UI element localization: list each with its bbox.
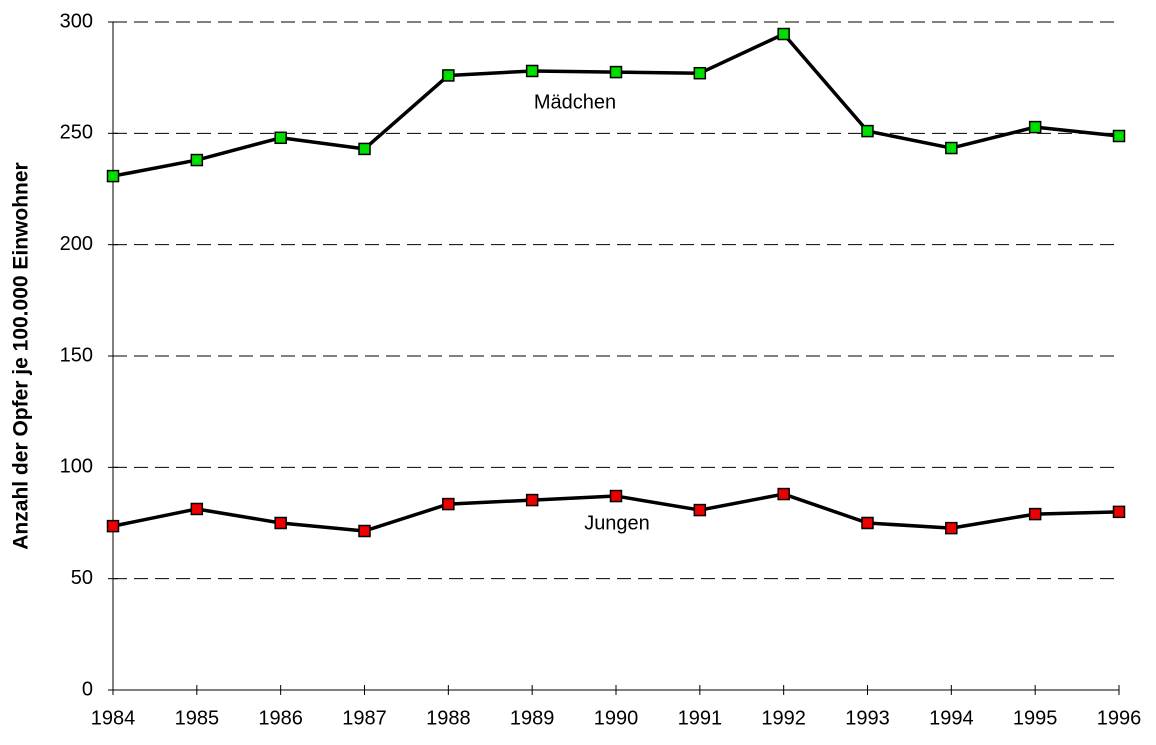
- data-point: [861, 124, 874, 138]
- data-point: [1028, 507, 1042, 521]
- x-tick-label: 1990: [594, 707, 639, 729]
- data-point: [525, 493, 539, 507]
- data-point: [777, 487, 790, 501]
- data-point: [609, 489, 623, 503]
- y-tick-label: 300: [60, 10, 93, 32]
- x-tick-label: 1992: [761, 707, 806, 729]
- x-tick-label: 1986: [258, 707, 303, 729]
- data-point: [442, 69, 455, 82]
- data-point: [190, 502, 204, 516]
- series-label: Jungen: [584, 512, 650, 534]
- data-point: [274, 516, 287, 530]
- y-tick-label: 50: [71, 567, 93, 589]
- x-tick-label: 1995: [1013, 707, 1058, 729]
- data-point: [693, 66, 707, 80]
- data-point: [609, 65, 623, 79]
- x-tick-label: 1994: [929, 707, 974, 729]
- series-label: Mädchen: [534, 91, 616, 113]
- data-point: [106, 519, 120, 533]
- y-tick-label: 0: [82, 678, 93, 700]
- data-point: [190, 153, 204, 167]
- y-tick-label: 100: [60, 456, 93, 478]
- y-tick-label: 250: [60, 122, 93, 144]
- data-point: [861, 516, 874, 530]
- y-axis-title: Anzahl der Opfer je 100.000 Einwohner: [10, 162, 33, 549]
- data-point: [274, 131, 287, 145]
- data-point: [945, 141, 958, 155]
- data-point: [358, 142, 371, 156]
- x-tick-label: 1988: [426, 707, 471, 729]
- data-point: [945, 521, 958, 535]
- data-point: [358, 524, 371, 538]
- x-tick-label: 1984: [91, 707, 136, 729]
- x-tick-label: 1996: [1097, 707, 1142, 729]
- data-point: [693, 503, 707, 517]
- y-tick-label: 200: [60, 233, 93, 255]
- x-tick-label: 1987: [342, 707, 387, 729]
- y-tick-label: 150: [60, 344, 93, 366]
- x-tick-label: 1989: [510, 707, 555, 729]
- data-point: [1112, 505, 1126, 519]
- data-point: [777, 27, 790, 41]
- data-point: [1028, 120, 1042, 134]
- data-point: [1112, 129, 1126, 143]
- x-tick-label: 1993: [845, 707, 890, 729]
- x-tick-label: 1991: [678, 707, 723, 729]
- x-tick-label: 1985: [175, 707, 220, 729]
- data-point: [525, 64, 539, 78]
- data-point: [442, 497, 455, 511]
- data-point: [106, 169, 120, 183]
